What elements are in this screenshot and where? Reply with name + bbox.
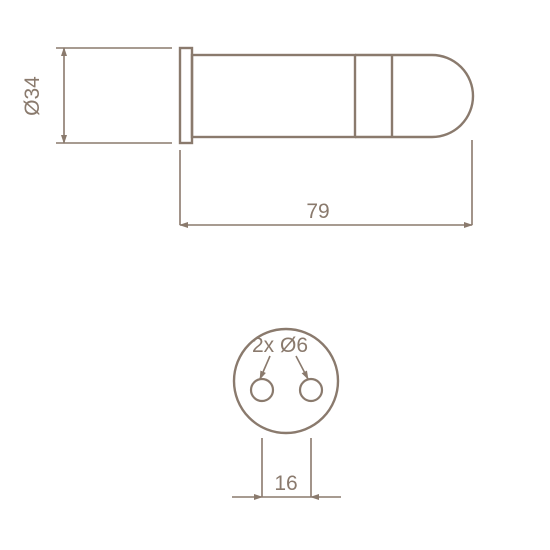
top-view: Ø34 79: [21, 48, 473, 225]
bottom-view: 2x Ø6 16: [232, 329, 341, 497]
dome: [432, 55, 473, 137]
hole-right: [300, 379, 322, 401]
hole-left: [251, 379, 273, 401]
technical-drawing: Ø34 79 2x Ø6 16: [0, 0, 550, 550]
hole-leader-1: [260, 356, 270, 379]
hole-leader-2: [296, 356, 308, 379]
hole-label: 2x Ø6: [252, 334, 308, 357]
diameter-label: Ø34: [21, 76, 44, 116]
length-label: 79: [306, 200, 329, 223]
base-plate: [180, 48, 192, 143]
dim-diameter: Ø34: [21, 48, 172, 143]
dim-hole-spacing: 16: [232, 438, 341, 497]
spacing-label: 16: [274, 472, 297, 495]
dim-length: 79: [180, 140, 472, 225]
body: [192, 55, 355, 137]
